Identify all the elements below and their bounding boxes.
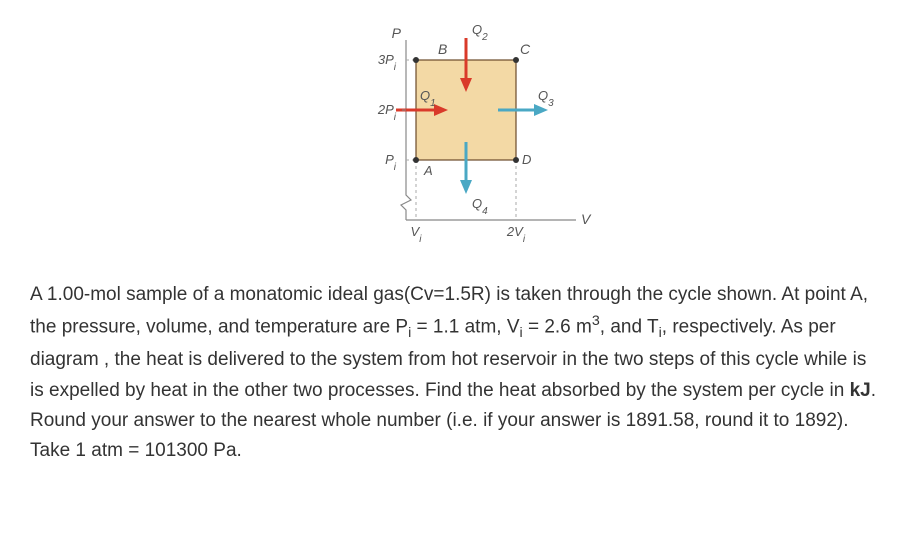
q3-label: Q3 — [538, 88, 554, 109]
page-container: P V 3Pi 2Pi Pi Vi 2Vi A B C D Q1 Q2 Q3 Q… — [0, 0, 912, 487]
corner-b-dot — [413, 57, 419, 63]
y-axis-label: P — [392, 25, 402, 41]
q4-label: Q4 — [472, 196, 488, 217]
q3-arrow-head — [534, 104, 548, 116]
bold-kj: kJ — [850, 380, 871, 401]
corner-d-dot — [513, 157, 519, 163]
text-seg-3: = 2.6 m — [523, 317, 592, 338]
corner-c-label: C — [520, 41, 531, 57]
corner-a-label: A — [423, 163, 433, 178]
xtick-vi: Vi — [411, 224, 423, 245]
pv-cycle-diagram: P V 3Pi 2Pi Pi Vi 2Vi A B C D Q1 Q2 Q3 Q… — [316, 20, 596, 260]
corner-c-dot — [513, 57, 519, 63]
corner-a-dot — [413, 157, 419, 163]
y-axis — [401, 40, 411, 220]
sup-3: 3 — [592, 313, 600, 329]
xtick-2vi: 2Vi — [506, 224, 526, 245]
corner-b-label: B — [438, 41, 447, 57]
diagram-container: P V 3Pi 2Pi Pi Vi 2Vi A B C D Q1 Q2 Q3 Q… — [30, 20, 882, 260]
ytick-p: Pi — [385, 152, 397, 173]
text-seg-2: = 1.1 atm, V — [411, 317, 519, 338]
corner-d-label: D — [522, 152, 531, 167]
text-seg-4: , and T — [600, 317, 659, 338]
ytick-2p: 2Pi — [377, 102, 397, 123]
problem-statement: A 1.00-mol sample of a monatomic ideal g… — [30, 280, 882, 467]
ytick-3p: 3Pi — [378, 52, 397, 73]
q2-label: Q2 — [472, 22, 488, 43]
q4-arrow-head — [460, 180, 472, 194]
x-axis-label: V — [581, 211, 592, 227]
